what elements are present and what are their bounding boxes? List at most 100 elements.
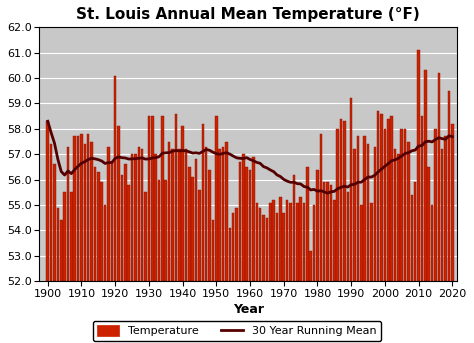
Bar [242,154,245,281]
Bar [330,185,332,281]
Bar [161,116,164,281]
Bar [77,137,79,281]
Bar [50,144,53,281]
Bar [64,192,66,281]
Bar [286,200,288,281]
Bar [316,169,319,281]
Bar [110,162,113,281]
Bar [128,185,130,281]
Bar [137,147,140,281]
Bar [333,200,336,281]
Bar [364,137,366,281]
Bar [252,157,255,281]
Bar [114,75,117,281]
Bar [141,149,144,281]
Bar [303,202,305,281]
Bar [292,175,295,281]
Bar [310,251,312,281]
Bar [91,142,93,281]
Bar [380,114,383,281]
Bar [188,167,191,281]
X-axis label: Year: Year [233,303,264,316]
Bar [337,129,339,281]
Bar [360,205,363,281]
Bar [387,119,390,281]
Bar [131,154,133,281]
Bar [319,134,322,281]
Bar [185,149,187,281]
Bar [438,73,440,281]
Bar [350,98,353,281]
Bar [417,50,420,281]
Bar [323,182,326,281]
Bar [73,137,76,281]
Bar [208,169,211,281]
Bar [147,116,150,281]
Bar [151,116,154,281]
Bar [273,200,275,281]
Bar [300,198,302,281]
Bar [259,208,262,281]
Bar [235,208,238,281]
Bar [124,164,127,281]
Bar [60,220,63,281]
Bar [164,180,167,281]
Bar [370,202,373,281]
Bar [391,116,393,281]
Bar [67,147,69,281]
Bar [269,202,272,281]
Bar [346,192,349,281]
Bar [326,182,329,281]
Bar [265,218,268,281]
Bar [222,147,224,281]
Bar [401,129,403,281]
Bar [178,149,181,281]
Bar [283,213,285,281]
Bar [191,177,194,281]
Bar [306,167,309,281]
Bar [171,149,174,281]
Bar [340,119,342,281]
Bar [182,126,184,281]
Bar [107,147,109,281]
Bar [249,169,251,281]
Bar [53,164,56,281]
Bar [205,147,208,281]
Bar [394,149,396,281]
Bar [434,129,437,281]
Bar [367,144,369,281]
Bar [279,198,282,281]
Bar [158,180,160,281]
Legend: Temperature, 30 Year Running Mean: Temperature, 30 Year Running Mean [92,321,382,341]
Bar [407,142,410,281]
Bar [421,116,423,281]
Bar [56,208,59,281]
Bar [168,142,170,281]
Title: St. Louis Annual Mean Temperature (°F): St. Louis Annual Mean Temperature (°F) [76,7,420,22]
Bar [70,192,73,281]
Bar [255,202,258,281]
Bar [289,202,292,281]
Bar [232,213,235,281]
Bar [374,147,376,281]
Bar [134,154,137,281]
Bar [87,134,90,281]
Bar [276,213,278,281]
Bar [155,154,157,281]
Bar [444,137,447,281]
Bar [451,124,454,281]
Bar [201,124,204,281]
Bar [104,205,106,281]
Bar [246,167,248,281]
Bar [117,126,120,281]
Bar [414,182,417,281]
Bar [431,205,433,281]
Bar [404,129,406,281]
Bar [447,91,450,281]
Bar [296,202,299,281]
Bar [144,192,147,281]
Bar [410,195,413,281]
Bar [198,190,201,281]
Bar [428,167,430,281]
Bar [397,154,400,281]
